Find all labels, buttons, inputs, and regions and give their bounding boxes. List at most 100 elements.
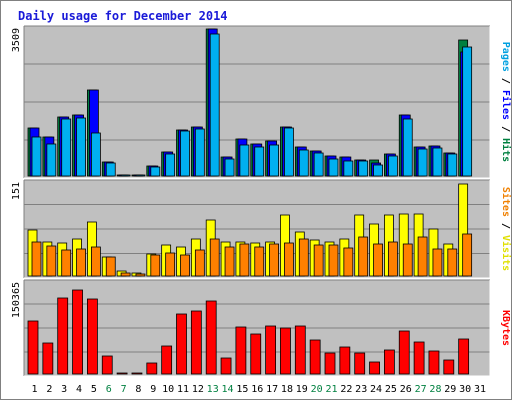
bar-hits-pages-day-29	[447, 153, 458, 177]
bar-visits-sites-day-27	[417, 236, 428, 277]
bar-kbytes-kbytes-day-21	[324, 352, 336, 375]
x-tick-label: 19	[296, 384, 308, 395]
bar-visits-sites-day-8	[135, 273, 146, 277]
x-tick-label: 5	[91, 384, 97, 395]
x-tick-label: 17	[266, 384, 278, 395]
bar-visits-sites-day-11	[180, 254, 190, 277]
bar-kbytes-kbytes-day-18	[280, 327, 291, 375]
series-legend-hits: Pages / Files / Hits	[500, 42, 512, 162]
x-tick-label: 28	[429, 384, 441, 395]
bar-kbytes-kbytes-day-29	[443, 359, 455, 375]
bar-kbytes-kbytes-day-9	[146, 362, 158, 375]
bar-kbytes-kbytes-day-16	[250, 333, 262, 375]
x-tick-label: 26	[400, 384, 412, 395]
bar-kbytes-kbytes-day-14	[220, 357, 232, 375]
bar-hits-pages-day-20	[313, 152, 324, 177]
legend-entry: Sites	[500, 187, 512, 217]
bar-hits-pages-day-14	[224, 158, 235, 177]
bar-hits-pages-day-24	[373, 164, 383, 177]
x-tick-label: 3	[61, 384, 67, 395]
bar-visits-sites-day-7	[120, 272, 131, 277]
legend-entry: Files	[500, 90, 512, 120]
bar-kbytes-kbytes-day-13	[205, 300, 217, 375]
x-tick-label: 27	[415, 384, 427, 395]
ymax-label-visits: 151	[11, 182, 22, 200]
bar-kbytes-kbytes-day-27	[413, 341, 425, 375]
x-tick-label: 31	[474, 384, 486, 395]
bar-visits-sites-day-1	[31, 241, 42, 277]
bar-kbytes-kbytes-day-17	[265, 325, 277, 375]
bar-kbytes-kbytes-day-7	[116, 372, 128, 375]
bar-visits-sites-day-19	[298, 238, 309, 277]
x-tick-label: 22	[340, 384, 352, 395]
series-legend-kbytes: KBytes	[500, 310, 511, 346]
x-tick-label: 24	[370, 384, 382, 395]
x-tick-label: 11	[177, 384, 189, 395]
bar-visits-sites-day-2	[46, 245, 57, 277]
legend-entry: Hits	[500, 138, 512, 162]
bar-visits-sites-day-25	[387, 241, 398, 277]
bar-kbytes-kbytes-day-25	[383, 349, 395, 375]
bar-kbytes-kbytes-day-19	[294, 325, 306, 375]
x-tick-label: 15	[236, 384, 248, 395]
x-tick-label: 12	[192, 384, 204, 395]
chart-title: Daily usage for December 2014	[18, 9, 228, 23]
x-tick-label: 2	[46, 384, 52, 395]
bar-visits-sites-day-17	[269, 243, 280, 277]
x-tick-label: 20	[311, 384, 323, 395]
x-tick-label: 18	[281, 384, 293, 395]
bar-visits-sites-day-20	[313, 244, 324, 277]
bar-kbytes-kbytes-day-26	[398, 330, 410, 375]
bar-hits-pages-day-9	[150, 166, 161, 177]
x-tick-label: 7	[121, 384, 127, 395]
bar-visits-sites-day-12	[194, 249, 205, 277]
bar-hits-pages-day-13	[209, 33, 220, 177]
legend-entry: /	[500, 217, 511, 235]
bar-visits-sites-day-14	[224, 246, 235, 277]
x-tick-label: 9	[150, 384, 156, 395]
bar-kbytes-kbytes-day-4	[72, 289, 83, 375]
x-tick-label: 14	[222, 384, 234, 395]
ymax-label-kbytes: 150365	[11, 282, 22, 318]
x-tick-label: 8	[135, 384, 141, 395]
bar-hits-pages-day-6	[105, 162, 116, 177]
bar-hits-pages-day-19	[298, 149, 309, 177]
series-legend-visits: Sites / Visits	[500, 187, 512, 271]
bar-visits-sites-day-6	[105, 256, 116, 277]
x-tick-label: 4	[76, 384, 82, 395]
x-tick-label: 10	[162, 384, 174, 395]
bar-kbytes-kbytes-day-3	[57, 297, 69, 375]
x-tick-label: 13	[207, 384, 219, 395]
bar-kbytes-kbytes-day-23	[354, 352, 366, 375]
bar-visits-sites-day-10	[165, 252, 176, 277]
bar-hits-pages-day-1	[31, 136, 42, 177]
bar-visits-sites-day-13	[209, 238, 220, 277]
bar-hits-pages-day-16	[254, 146, 265, 177]
bar-visits-sites-day-5	[91, 246, 101, 277]
bar-visits-sites-day-15	[239, 243, 250, 277]
bar-hits-pages-day-27	[417, 148, 428, 177]
bar-hits-pages-day-11	[180, 130, 190, 177]
bar-hits-pages-day-30	[462, 46, 473, 177]
bar-kbytes-kbytes-day-1	[27, 320, 39, 375]
bar-kbytes-kbytes-day-5	[87, 298, 98, 375]
bar-kbytes-kbytes-day-22	[339, 346, 351, 375]
bar-hits-pages-day-2	[46, 143, 57, 177]
bar-visits-sites-day-28	[432, 248, 443, 277]
bar-kbytes-kbytes-day-15	[235, 326, 247, 375]
bar-kbytes-kbytes-day-6	[101, 355, 113, 375]
bar-hits-pages-day-3	[61, 118, 72, 177]
bar-hits-pages-day-26	[402, 118, 413, 177]
x-tick-label: 29	[444, 384, 456, 395]
bar-visits-sites-day-23	[358, 236, 369, 277]
bar-hits-pages-day-10	[165, 153, 176, 177]
bar-hits-pages-day-15	[239, 144, 250, 177]
bar-hits-pages-day-4	[76, 117, 86, 177]
bar-visits-sites-day-24	[373, 243, 383, 277]
x-tick-label: 23	[355, 384, 367, 395]
bar-hits-pages-day-17	[269, 144, 280, 177]
x-tick-label: 16	[251, 384, 263, 395]
x-tick-label: 21	[325, 384, 337, 395]
